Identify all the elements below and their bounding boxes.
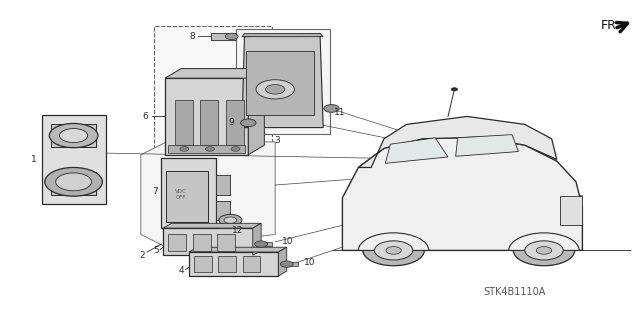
Circle shape (374, 241, 413, 260)
Circle shape (256, 80, 294, 99)
Bar (189, 252, 278, 276)
Text: 10: 10 (282, 237, 293, 246)
Circle shape (45, 167, 102, 196)
Bar (211, 33, 236, 40)
Bar (51, 172, 96, 195)
Bar (51, 124, 96, 147)
Circle shape (231, 147, 240, 151)
Circle shape (280, 261, 293, 267)
Text: 3: 3 (274, 137, 280, 145)
Circle shape (266, 85, 285, 94)
Bar (282, 262, 298, 266)
Polygon shape (163, 223, 261, 228)
Circle shape (180, 147, 189, 151)
Circle shape (255, 241, 268, 247)
Bar (168, 145, 245, 153)
Text: 6: 6 (142, 112, 148, 121)
Text: 10: 10 (304, 258, 316, 267)
Polygon shape (342, 137, 582, 250)
Text: VDC
OFF: VDC OFF (175, 189, 187, 200)
Circle shape (225, 33, 238, 40)
Bar (175, 100, 193, 145)
Bar (200, 100, 218, 145)
Bar (165, 78, 248, 155)
Circle shape (60, 129, 88, 143)
Text: 8: 8 (189, 32, 195, 41)
Text: 2: 2 (140, 251, 145, 260)
Text: 7: 7 (152, 187, 158, 196)
Wedge shape (358, 233, 429, 250)
Circle shape (205, 147, 214, 151)
Circle shape (224, 217, 237, 223)
Circle shape (525, 241, 563, 260)
Circle shape (513, 235, 575, 266)
Bar (154, 26, 272, 160)
Bar (163, 228, 253, 255)
Polygon shape (278, 247, 287, 276)
Polygon shape (253, 223, 261, 255)
Polygon shape (358, 116, 557, 167)
Circle shape (451, 88, 458, 91)
Bar (236, 29, 330, 134)
Bar (218, 256, 236, 272)
Bar (246, 51, 314, 115)
Polygon shape (248, 69, 264, 155)
Bar (42, 115, 106, 204)
Text: 1: 1 (31, 155, 36, 164)
Bar (216, 201, 230, 220)
Polygon shape (189, 247, 287, 252)
Bar (226, 100, 244, 145)
Wedge shape (509, 233, 579, 250)
Bar (217, 234, 235, 251)
Text: 5: 5 (153, 246, 159, 255)
Text: STK4B1110A: STK4B1110A (483, 287, 545, 297)
Text: 4: 4 (179, 266, 184, 275)
Circle shape (363, 235, 424, 266)
Bar (243, 256, 260, 272)
Circle shape (241, 119, 256, 127)
Text: 11: 11 (334, 108, 346, 117)
Bar (168, 234, 186, 251)
Polygon shape (242, 33, 323, 37)
Polygon shape (456, 135, 518, 156)
Bar (193, 234, 211, 251)
Circle shape (56, 173, 92, 191)
Circle shape (536, 247, 552, 254)
Polygon shape (385, 138, 448, 163)
Bar (256, 242, 272, 246)
Polygon shape (165, 69, 264, 78)
Bar (194, 256, 212, 272)
Polygon shape (242, 33, 323, 128)
Text: FR.: FR. (600, 19, 620, 32)
Circle shape (386, 247, 401, 254)
Text: 9: 9 (228, 118, 234, 127)
Bar (218, 223, 242, 228)
Bar (166, 171, 208, 222)
Circle shape (324, 105, 339, 112)
Polygon shape (141, 142, 275, 247)
Bar (216, 175, 230, 195)
Text: 12: 12 (232, 226, 243, 235)
Bar (161, 158, 216, 228)
Bar (560, 196, 582, 225)
Circle shape (219, 214, 242, 226)
Circle shape (49, 123, 98, 148)
